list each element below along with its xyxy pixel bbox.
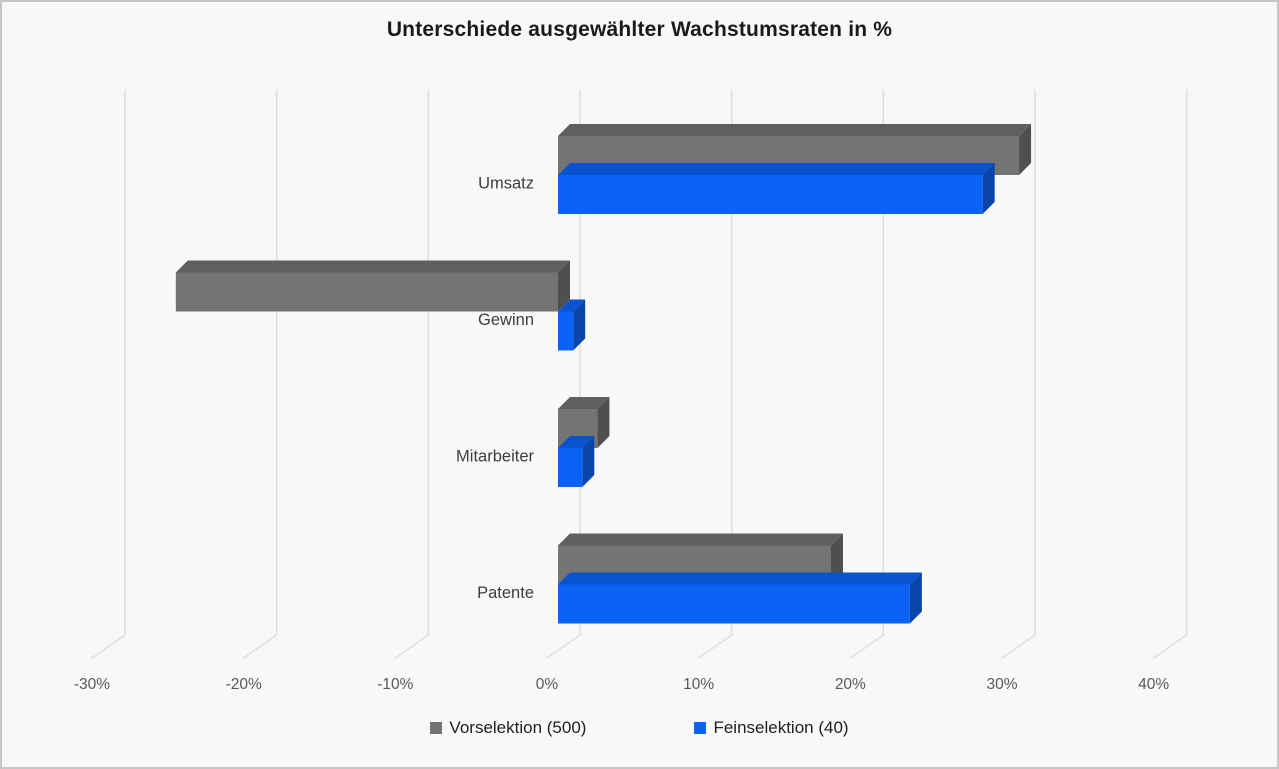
bar-side-face-vorselektion-mitarbeiter: [597, 397, 610, 448]
category-label-gewinn: Gewinn: [478, 311, 534, 329]
bar-side-face-vorselektion-gewinn: [558, 260, 570, 312]
gridline-10pct: [697, 89, 733, 659]
gridline-40pct: [1152, 89, 1188, 659]
gridline--10pct: [394, 89, 430, 659]
bar-side-face-vorselektion-patente: [831, 533, 844, 585]
bar-top-face-feinselektion-gewinn: [558, 299, 586, 312]
category-label-patente: Patente: [477, 584, 534, 602]
bar-top-face-vorselektion-patente: [558, 533, 844, 546]
bar-top-face-vorselektion-mitarbeiter: [558, 397, 610, 409]
x-tick-label--20pct: -20%: [226, 676, 262, 693]
bar-top-face-vorselektion-umsatz: [558, 124, 1032, 136]
category-label-mitarbeiter: Mitarbeiter: [456, 447, 534, 465]
legend-item-feinselektion: Feinselektion (40): [694, 718, 849, 738]
bar-side-face-vorselektion-umsatz: [1019, 124, 1032, 175]
x-tick-label-40pct: 40%: [1138, 676, 1169, 693]
x-tick-label-0pct: 0%: [536, 676, 559, 693]
legend-swatch-gray: [430, 722, 443, 734]
x-tick-label--30pct: -30%: [74, 676, 110, 693]
gridline--20pct: [242, 89, 278, 659]
legend-swatch-blue: [694, 722, 707, 734]
bar-top-face-feinselektion-mitarbeiter: [558, 436, 595, 448]
legend-label-vorselektion: Vorselektion (500): [449, 718, 587, 737]
x-tick-label-10pct: 10%: [683, 676, 714, 693]
legend-item-vorselektion: Vorselektion (500): [430, 718, 586, 738]
bar-feinselektion-patente: [558, 584, 910, 624]
gridline-30pct: [1001, 89, 1036, 659]
gridline--30pct: [91, 89, 126, 659]
gridline-0pct: [546, 89, 581, 659]
gridline-20pct: [849, 89, 885, 659]
bar-top-face-vorselektion-gewinn: [175, 260, 570, 273]
legend-label-feinselektion: Feinselektion (40): [713, 718, 849, 737]
bar-top-face-feinselektion-patente: [558, 572, 922, 585]
chart-legend: Vorselektion (500) Feinselektion (40): [2, 718, 1277, 738]
x-tick-label-20pct: 20%: [835, 676, 866, 693]
bar-side-face-feinselektion-umsatz: [982, 163, 995, 214]
bar-side-face-feinselektion-gewinn: [573, 299, 586, 351]
x-tick-label-30pct: 30%: [986, 676, 1017, 693]
category-label-umsatz: Umsatz: [478, 174, 534, 192]
bar-side-face-feinselektion-patente: [909, 572, 922, 624]
bar-vorselektion-gewinn: [175, 272, 558, 312]
bar-feinselektion-mitarbeiter: [558, 448, 583, 487]
bar-feinselektion-gewinn: [558, 311, 574, 351]
x-tick-label--10pct: -10%: [377, 676, 413, 693]
bar-side-face-feinselektion-mitarbeiter: [582, 436, 595, 487]
bar-feinselektion-umsatz: [558, 175, 983, 214]
bar-top-face-feinselektion-umsatz: [558, 163, 995, 175]
chart-title: Unterschiede ausgewählter Wachstumsraten…: [386, 18, 893, 41]
